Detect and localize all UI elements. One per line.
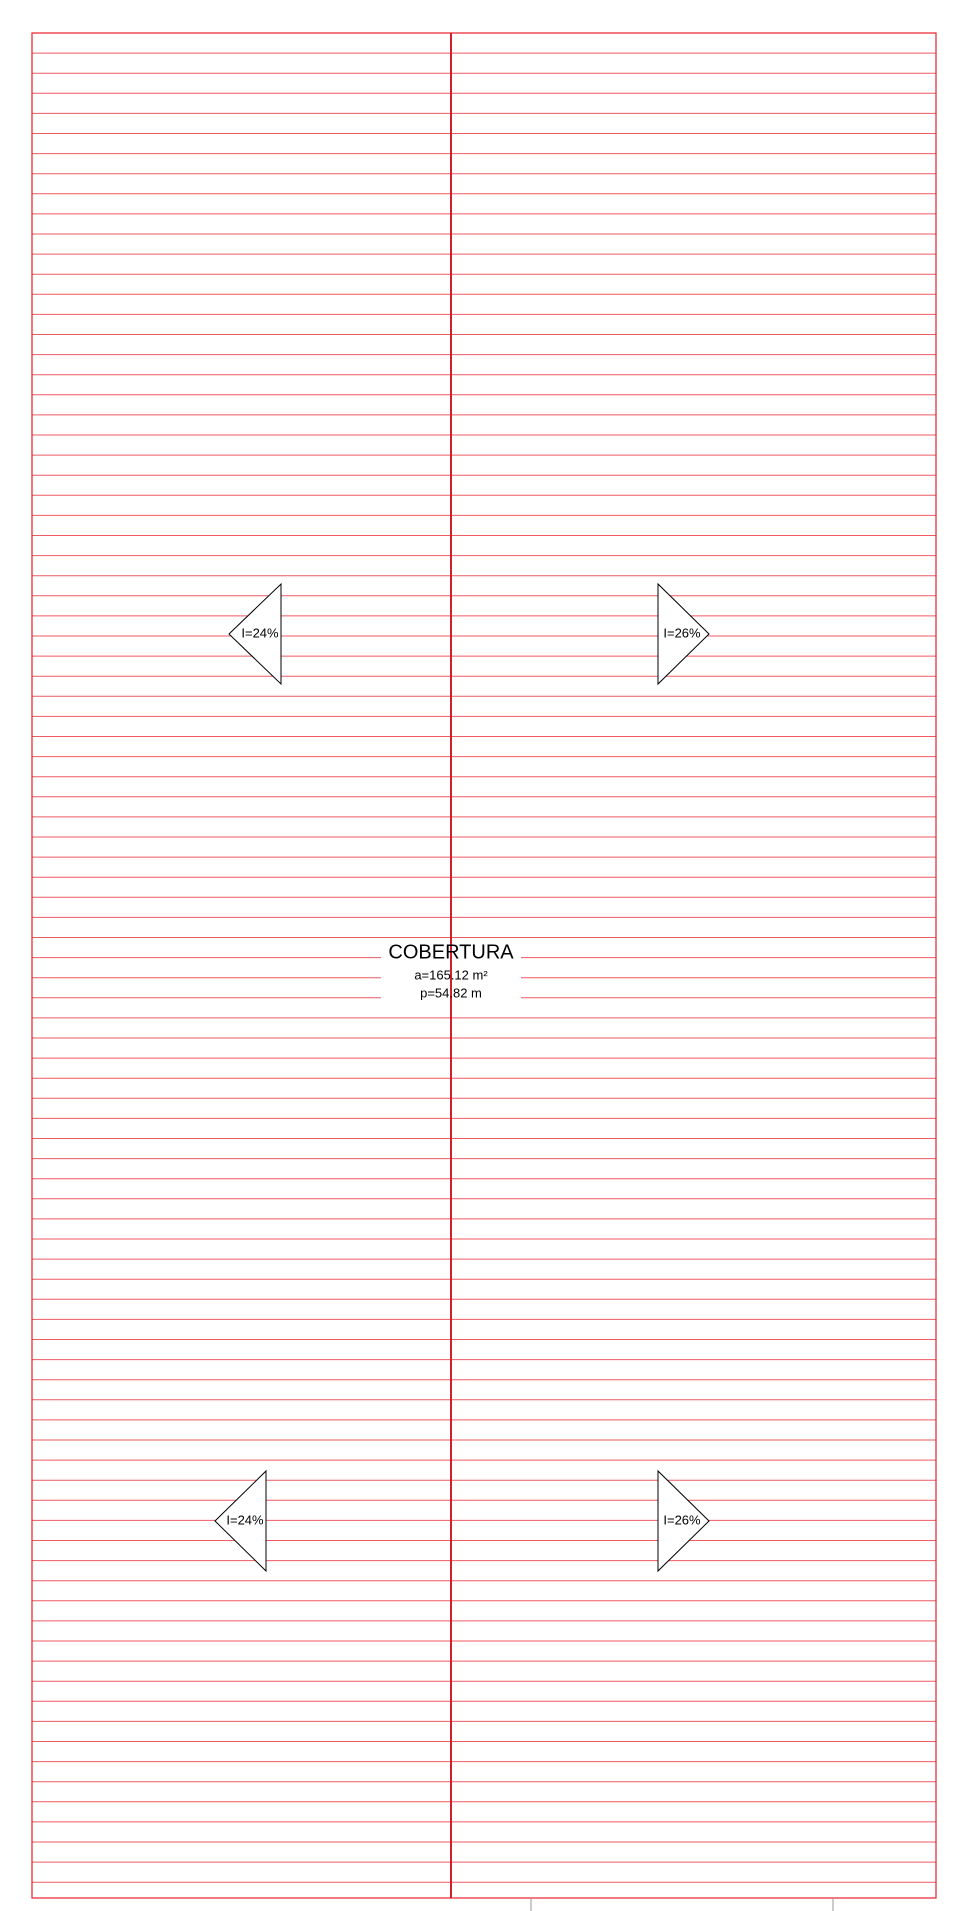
slope-label: I=24% — [241, 625, 279, 640]
roof-hatch — [32, 52, 936, 1883]
room-area: a=165.12 m² — [414, 967, 488, 982]
roof-outline — [31, 32, 937, 1899]
slope-label: I=24% — [226, 1512, 264, 1527]
slope-label: I=26% — [663, 625, 701, 640]
room-perimeter: p=54.82 m — [420, 985, 482, 1000]
slope-arrow — [228, 582, 282, 686]
room-title: COBERTURA — [388, 941, 514, 963]
slope-label: I=26% — [663, 1512, 701, 1527]
slope-arrow — [657, 1469, 710, 1573]
slope-arrow — [214, 1469, 267, 1573]
slope-arrow — [657, 582, 710, 686]
